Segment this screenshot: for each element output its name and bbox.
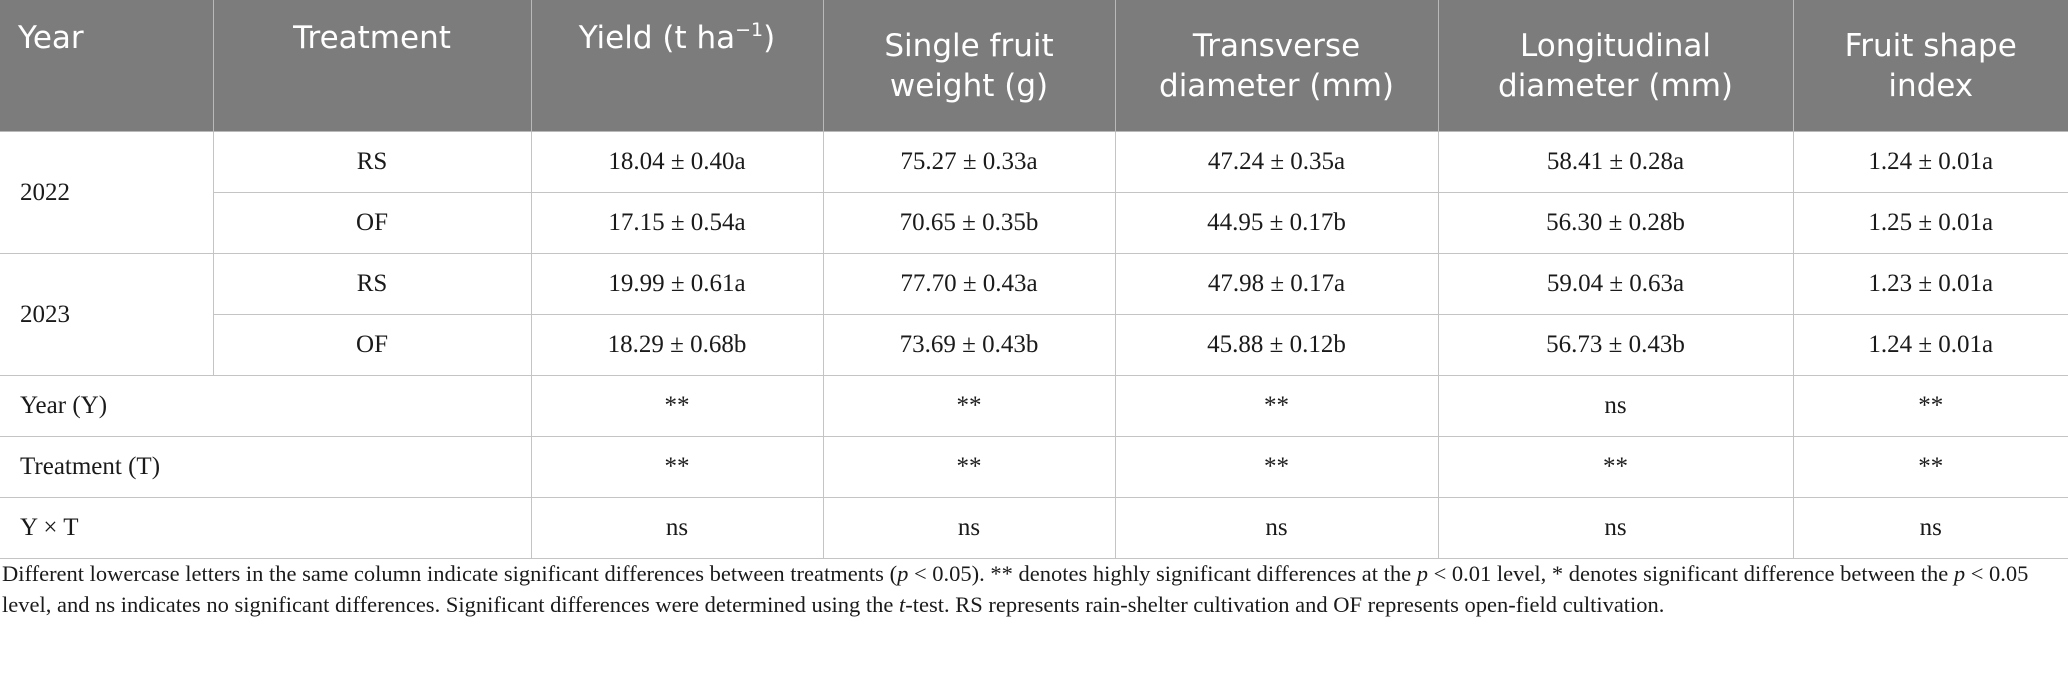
transverse-cell: 45.88 ± 0.12b <box>1114 314 1439 376</box>
longitudinal-cell: ns <box>1437 375 1794 437</box>
longitudinal-cell: 56.30 ± 0.28b <box>1437 192 1794 254</box>
weight-cell: ns <box>822 497 1116 559</box>
footnote-p-symbol: p <box>1953 561 1966 586</box>
shape-index-cell: ** <box>1792 436 2068 498</box>
transverse-cell: ** <box>1114 375 1439 437</box>
footnote-text: Different lowercase letters in the same … <box>2 561 898 586</box>
footnote-text: < 0.05). ** denotes highly significant d… <box>908 561 1417 586</box>
year-cell: 2022 <box>0 131 214 254</box>
header-yield: Yield (t ha−1) <box>530 0 824 132</box>
shape-index-cell: 1.23 ± 0.01a <box>1792 253 2068 315</box>
shape-index-cell: ** <box>1792 375 2068 437</box>
table-row: Y × T ns ns ns ns ns <box>0 497 2068 559</box>
weight-cell: ** <box>822 436 1116 498</box>
transverse-cell: 44.95 ± 0.17b <box>1114 192 1439 254</box>
yield-cell: ** <box>530 436 824 498</box>
weight-cell: 75.27 ± 0.33a <box>822 131 1116 193</box>
weight-cell: 73.69 ± 0.43b <box>822 314 1116 376</box>
weight-cell: 70.65 ± 0.35b <box>822 192 1116 254</box>
header-yield-unit-exponent: −1 <box>735 19 764 41</box>
shape-index-cell: 1.24 ± 0.01a <box>1792 131 2068 193</box>
yield-cell: 17.15 ± 0.54a <box>530 192 824 254</box>
transverse-cell: ** <box>1114 436 1439 498</box>
weight-cell: 77.70 ± 0.43a <box>822 253 1116 315</box>
footnote-p-symbol: p <box>1416 561 1428 586</box>
footnote-t-symbol: t <box>899 592 906 617</box>
transverse-cell: 47.98 ± 0.17a <box>1114 253 1439 315</box>
treatment-cell: RS <box>212 131 532 193</box>
footnote-text: -test. RS represents rain-shelter cultiv… <box>905 592 1665 617</box>
anova-label-cell: Year (Y) <box>0 375 532 437</box>
longitudinal-cell: 59.04 ± 0.63a <box>1437 253 1794 315</box>
yield-cell: ns <box>530 497 824 559</box>
longitudinal-cell: 56.73 ± 0.43b <box>1437 314 1794 376</box>
transverse-cell: ns <box>1114 497 1439 559</box>
table-footnote: Different lowercase letters in the same … <box>2 558 2062 620</box>
yield-cell: ** <box>530 375 824 437</box>
header-year: Year <box>0 0 214 132</box>
footnote-p-symbol: p <box>897 561 909 586</box>
shape-index-cell: ns <box>1792 497 2068 559</box>
table-row: 2023 RS 19.99 ± 0.61a 77.70 ± 0.43a 47.9… <box>0 253 2068 376</box>
weight-cell: ** <box>822 375 1116 437</box>
shape-index-cell: 1.24 ± 0.01a <box>1792 314 2068 376</box>
longitudinal-cell: ** <box>1437 436 1794 498</box>
longitudinal-cell: 58.41 ± 0.28a <box>1437 131 1794 193</box>
header-yield-close: ) <box>763 20 776 56</box>
anova-label-cell: Treatment (T) <box>0 436 532 498</box>
yield-cell: 18.04 ± 0.40a <box>530 131 824 193</box>
treatment-cell: RS <box>212 253 532 315</box>
treatment-cell: OF <box>213 192 532 254</box>
footnote-text: < 0.05 level, and ns indicates no signif… <box>2 561 2029 617</box>
treatment-cell: OF <box>213 314 532 376</box>
header-yield-text: Yield (t ha <box>578 20 736 56</box>
anova-label-cell: Y × T <box>0 497 532 559</box>
table-row: Year (Y) ** ** ** ns ** <box>0 375 2068 437</box>
header-row: Year Treatment Yield (t ha−1) Single fru… <box>0 0 2068 132</box>
year-cell: 2023 <box>0 253 214 376</box>
transverse-cell: 47.24 ± 0.35a <box>1114 131 1439 193</box>
table-row: Treatment (T) ** ** ** ** ** <box>0 436 2068 498</box>
table-row: OF 17.15 ± 0.54a 70.65 ± 0.35b 44.95 ± 0… <box>0 192 2068 254</box>
header-longitudinal-diameter: Longitudinal diameter (mm) <box>1437 0 1794 132</box>
header-treatment: Treatment <box>212 0 532 132</box>
table-row: OF 18.29 ± 0.68b 73.69 ± 0.43b 45.88 ± 0… <box>0 314 2068 376</box>
yield-cell: 18.29 ± 0.68b <box>530 314 824 376</box>
table-row: 2022 RS 18.04 ± 0.40a 75.27 ± 0.33a 47.2… <box>0 131 2068 254</box>
header-fruit-shape-index: Fruit shape index <box>1792 0 2068 132</box>
longitudinal-cell: ns <box>1437 497 1794 559</box>
header-single-fruit-weight: Single fruit weight (g) <box>822 0 1116 132</box>
footnote-text: < 0.01 level, * denotes significant diff… <box>1427 561 1954 586</box>
results-table: Year Treatment Yield (t ha−1) Single fru… <box>0 0 2068 559</box>
yield-cell: 19.99 ± 0.61a <box>530 253 824 315</box>
header-transverse-diameter: Transverse diameter (mm) <box>1114 0 1439 132</box>
shape-index-cell: 1.25 ± 0.01a <box>1792 192 2068 254</box>
